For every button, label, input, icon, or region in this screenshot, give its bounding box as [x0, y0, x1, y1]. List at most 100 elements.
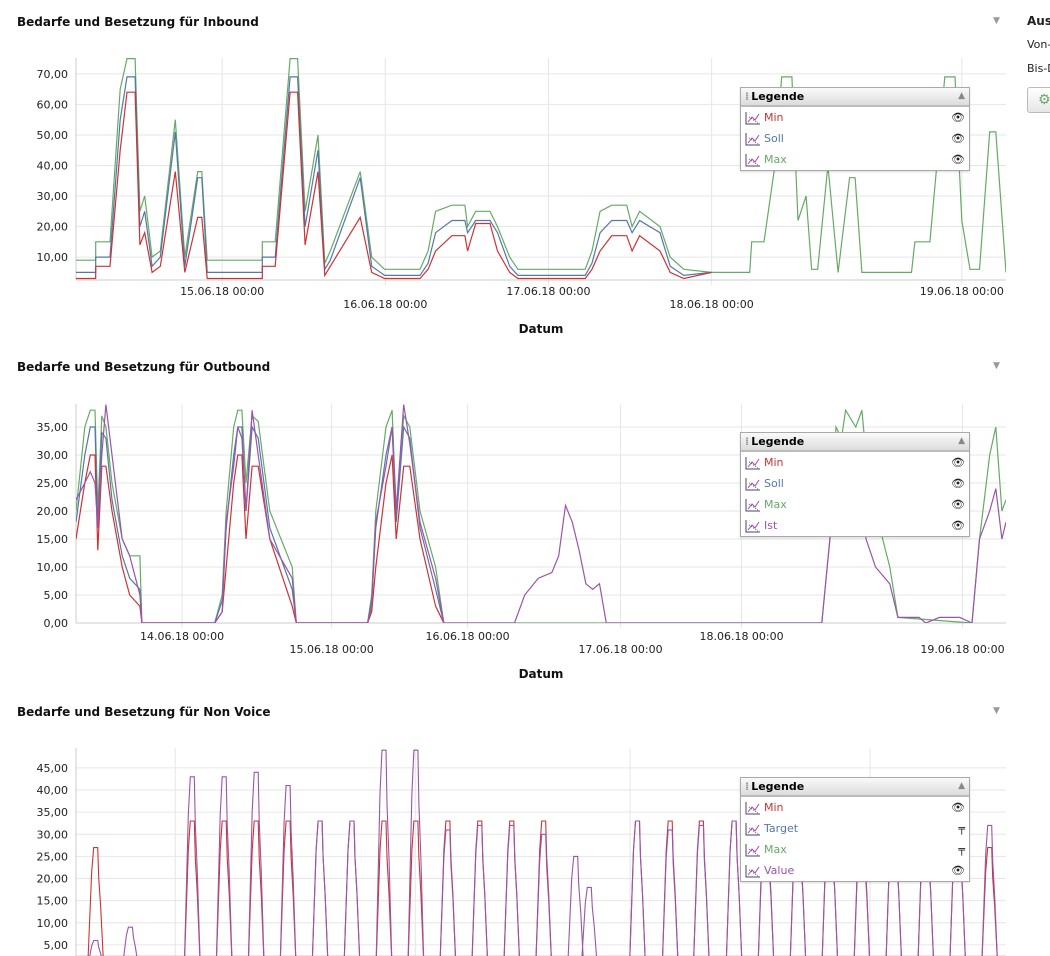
- x-tick-label: 18.06.18 00:00: [699, 630, 783, 643]
- y-tick-label: 40,00: [37, 159, 69, 172]
- chart-title-inbound: Bedarfe und Besetzung für Inbound: [17, 15, 259, 29]
- y-tick-label: 30,00: [37, 190, 69, 203]
- line-series-icon: [745, 865, 760, 878]
- y-tick-label: 15,00: [37, 533, 69, 546]
- legend-item-value[interactable]: Value 👁: [741, 860, 969, 881]
- drag-handle-icon[interactable]: ⁞: [745, 780, 750, 793]
- y-tick-label: 5,00: [44, 939, 69, 952]
- x-tick-label: 15.06.18 00:00: [180, 285, 264, 298]
- drag-handle-icon[interactable]: ⁞: [745, 435, 750, 448]
- chart-title-nonvoice: Bedarfe und Besetzung für Non Voice: [17, 705, 271, 719]
- legend-item-soll[interactable]: Soll 👁: [741, 128, 969, 149]
- y-tick-label: 35,00: [37, 421, 69, 434]
- eye-icon[interactable]: 👁: [951, 519, 965, 532]
- line-series-icon: [745, 802, 760, 815]
- legend-item-min[interactable]: Min 👁: [741, 797, 969, 818]
- x-axis-title: Datum: [519, 322, 564, 336]
- legend-label: Min: [764, 456, 784, 469]
- collapse-outbound-icon[interactable]: ▼: [993, 361, 1000, 371]
- gear-icon: ⚙: [1038, 92, 1050, 108]
- series-line-max: [76, 58, 1006, 273]
- eye-hidden-icon[interactable]: ╤: [958, 822, 965, 835]
- x-tick-label: 16.06.18 00:00: [343, 298, 427, 311]
- legend-label: Soll: [764, 477, 784, 490]
- legend-label: Value: [764, 864, 795, 877]
- x-tick-label: 19.06.18 00:00: [920, 285, 1004, 298]
- x-tick-label: 16.06.18 00:00: [425, 630, 509, 643]
- line-series-icon: [745, 154, 760, 167]
- y-tick-label: 50,00: [37, 129, 69, 142]
- y-tick-label: 25,00: [37, 850, 69, 863]
- eye-icon[interactable]: 👁: [951, 153, 965, 166]
- line-series-icon: [745, 499, 760, 512]
- collapse-legend-icon[interactable]: ▲: [958, 91, 965, 101]
- y-tick-label: 35,00: [37, 806, 69, 819]
- y-tick-label: 5,00: [44, 589, 69, 602]
- legend-nonvoice[interactable]: ⁞ Legende ▲ Min 👁 Target ╤ Max ╤ Value 👁: [740, 777, 970, 882]
- y-tick-label: 10,00: [37, 561, 69, 574]
- eye-icon[interactable]: 👁: [951, 111, 965, 124]
- line-series-icon: [745, 133, 760, 146]
- line-series-icon: [745, 457, 760, 470]
- legend-item-ist[interactable]: Ist 👁: [741, 515, 969, 536]
- apply-button[interactable]: ⚙: [1027, 87, 1050, 113]
- legend-item-min[interactable]: Min 👁: [741, 452, 969, 473]
- y-tick-label: 60,00: [37, 98, 69, 111]
- legend-inbound[interactable]: ⁞ Legende ▲ Min 👁 Soll 👁 Max 👁: [740, 87, 970, 171]
- eye-icon[interactable]: 👁: [951, 864, 965, 877]
- x-tick-label: 19.06.18 00:00: [920, 643, 1004, 656]
- legend-label: Soll: [764, 132, 784, 145]
- legend-item-max[interactable]: Max 👁: [741, 149, 969, 170]
- x-tick-label: 18.06.18 00:00: [670, 298, 754, 311]
- eye-icon[interactable]: 👁: [951, 456, 965, 469]
- legend-label: Min: [764, 111, 784, 124]
- collapse-inbound-icon[interactable]: ▼: [993, 16, 1000, 26]
- y-tick-label: 45,00: [37, 762, 69, 775]
- legend-header[interactable]: ⁞ Legende ▲: [741, 433, 969, 452]
- y-tick-label: 40,00: [37, 784, 69, 797]
- series-line-min: [76, 454, 445, 623]
- legend-item-max[interactable]: Max 👁: [741, 494, 969, 515]
- legend-label: Max: [764, 498, 787, 511]
- y-tick-label: 25,00: [37, 477, 69, 490]
- line-series-icon: [745, 478, 760, 491]
- legend-header[interactable]: ⁞ Legende ▲: [741, 778, 969, 797]
- x-tick-label: 17.06.18 00:00: [578, 643, 662, 656]
- eye-hidden-icon[interactable]: ╤: [958, 843, 965, 856]
- legend-outbound[interactable]: ⁞ Legende ▲ Min 👁 Soll 👁 Max 👁 Ist 👁: [740, 432, 970, 537]
- chart-title-outbound: Bedarfe und Besetzung für Outbound: [17, 360, 271, 374]
- y-tick-label: 20,00: [37, 221, 69, 234]
- y-tick-label: 30,00: [37, 828, 69, 841]
- legend-title: Legende: [751, 90, 805, 103]
- y-tick-label: 70,00: [37, 68, 69, 81]
- collapse-legend-icon[interactable]: ▲: [958, 781, 965, 791]
- eye-icon[interactable]: 👁: [951, 477, 965, 490]
- legend-label: Max: [764, 153, 787, 166]
- legend-header[interactable]: ⁞ Legende ▲: [741, 88, 969, 107]
- drag-handle-icon[interactable]: ⁞: [745, 90, 750, 103]
- legend-item-min[interactable]: Min 👁: [741, 107, 969, 128]
- series-line-soll: [76, 76, 712, 277]
- series-line-min: [76, 91, 712, 280]
- eye-icon[interactable]: 👁: [951, 801, 965, 814]
- legend-label: Ist: [764, 519, 778, 532]
- line-series-icon: [745, 823, 760, 836]
- line-series-icon: [745, 844, 760, 857]
- legend-item-soll[interactable]: Soll 👁: [741, 473, 969, 494]
- collapse-legend-icon[interactable]: ▲: [958, 436, 965, 446]
- y-tick-label: 0,00: [44, 617, 69, 630]
- series-group: [76, 58, 1006, 280]
- legend-label: Min: [764, 801, 784, 814]
- eye-icon[interactable]: 👁: [951, 498, 965, 511]
- legend-title: Legende: [751, 435, 805, 448]
- legend-title: Legende: [751, 780, 805, 793]
- legend-item-target[interactable]: Target ╤: [741, 818, 969, 839]
- line-series-icon: [745, 112, 760, 125]
- legend-item-max[interactable]: Max ╤: [741, 839, 969, 860]
- von-datum-label: Von-: [1027, 38, 1050, 51]
- eye-icon[interactable]: 👁: [951, 132, 965, 145]
- y-tick-label: 20,00: [37, 505, 69, 518]
- y-tick-label: 10,00: [37, 251, 69, 264]
- legend-label: Max: [764, 843, 787, 856]
- collapse-nonvoice-icon[interactable]: ▼: [993, 706, 1000, 716]
